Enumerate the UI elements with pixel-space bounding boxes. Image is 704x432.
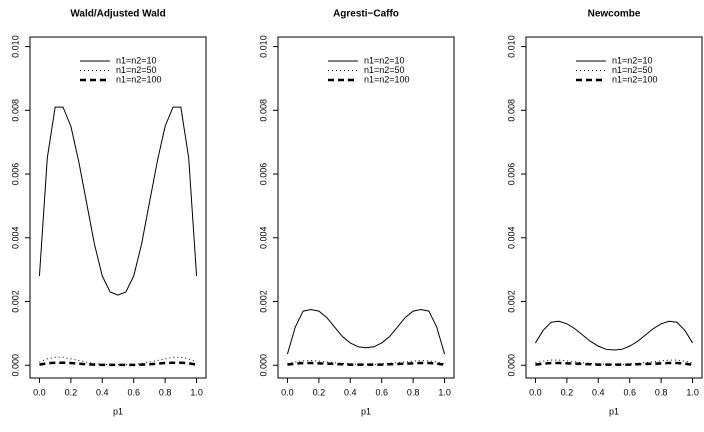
series-line — [286, 308, 446, 355]
y-tick-label: 0.004 — [258, 227, 268, 250]
x-tick-label: 0.6 — [375, 387, 388, 397]
legend-label: n1=n2=10 — [364, 55, 405, 65]
x-tick-label: 0.0 — [529, 387, 542, 397]
series-line — [38, 106, 198, 296]
x-tick-label: 0.6 — [623, 387, 636, 397]
legend-label: n1=n2=10 — [612, 55, 653, 65]
x-tick-label: 0.2 — [65, 387, 78, 397]
legend-label: n1=n2=100 — [612, 74, 658, 84]
x-tick-label: 0.8 — [655, 387, 668, 397]
x-tick-label: 0.4 — [344, 387, 357, 397]
chart-title: Newcombe — [588, 9, 641, 20]
y-tick-label: 0.002 — [258, 290, 268, 313]
chart-title: Agresti−Caffo — [333, 9, 399, 20]
y-tick-label: 0.008 — [10, 99, 20, 122]
x-tick-label: 1.0 — [190, 387, 203, 397]
x-tick-label: 0.4 — [592, 387, 605, 397]
x-axis-label: p1 — [361, 406, 371, 416]
x-tick-label: 0.0 — [281, 387, 294, 397]
y-tick-label: 0.004 — [506, 227, 516, 250]
legend-label: n1=n2=10 — [116, 55, 157, 65]
y-tick-label: 0.008 — [258, 99, 268, 122]
x-tick-label: 0.2 — [561, 387, 574, 397]
y-tick-label: 0.010 — [506, 35, 516, 58]
plot-box — [29, 36, 207, 379]
series-line — [39, 356, 197, 366]
y-tick-label: 0.006 — [506, 163, 516, 186]
x-tick-label: 0.4 — [96, 387, 109, 397]
x-tick-label: 0.8 — [407, 387, 420, 397]
x-tick-label: 0.2 — [313, 387, 326, 397]
series-line — [535, 361, 693, 366]
y-tick-label: 0.010 — [258, 35, 268, 58]
x-axis-label: p1 — [609, 406, 619, 416]
y-tick-label: 0.010 — [10, 35, 20, 58]
y-tick-label: 0.000 — [258, 354, 268, 377]
plot-box — [525, 36, 703, 379]
series-line — [287, 361, 445, 366]
y-tick-label: 0.002 — [10, 290, 20, 313]
legend-label: n1=n2=100 — [116, 74, 162, 84]
panel: Newcombe 0.000 0.002 0.004 0.006 0.008 0.010 0.… — [506, 9, 703, 416]
plot-box — [277, 36, 455, 379]
panel: Wald/Adjusted Wald 0.000 0.002 0.004 0.006 0.… — [10, 9, 207, 416]
chart-title: Wald/Adjusted Wald — [70, 9, 165, 20]
x-tick-label: 1.0 — [438, 387, 451, 397]
series-line — [39, 361, 197, 367]
y-tick-label: 0.000 — [10, 354, 20, 377]
legend-label: n1=n2=100 — [364, 74, 410, 84]
x-tick-label: 0.8 — [159, 387, 172, 397]
x-tick-label: 0.0 — [33, 387, 46, 397]
y-tick-label: 0.000 — [506, 354, 516, 377]
y-tick-label: 0.008 — [506, 99, 516, 122]
legend-label: n1=n2=50 — [116, 65, 157, 75]
y-tick-label: 0.006 — [10, 163, 20, 186]
legend-label: n1=n2=50 — [612, 65, 653, 75]
series-line — [535, 320, 693, 351]
y-tick-label: 0.006 — [258, 163, 268, 186]
x-tick-label: 1.0 — [686, 387, 699, 397]
y-tick-label: 0.002 — [506, 290, 516, 313]
x-tick-label: 0.6 — [127, 387, 140, 397]
legend-label: n1=n2=50 — [364, 65, 405, 75]
y-tick-label: 0.004 — [10, 227, 20, 250]
x-axis-label: p1 — [113, 406, 123, 416]
panel: Agresti−Caffo 0.000 0.002 0.004 0.006 0.008 0.… — [258, 9, 455, 416]
